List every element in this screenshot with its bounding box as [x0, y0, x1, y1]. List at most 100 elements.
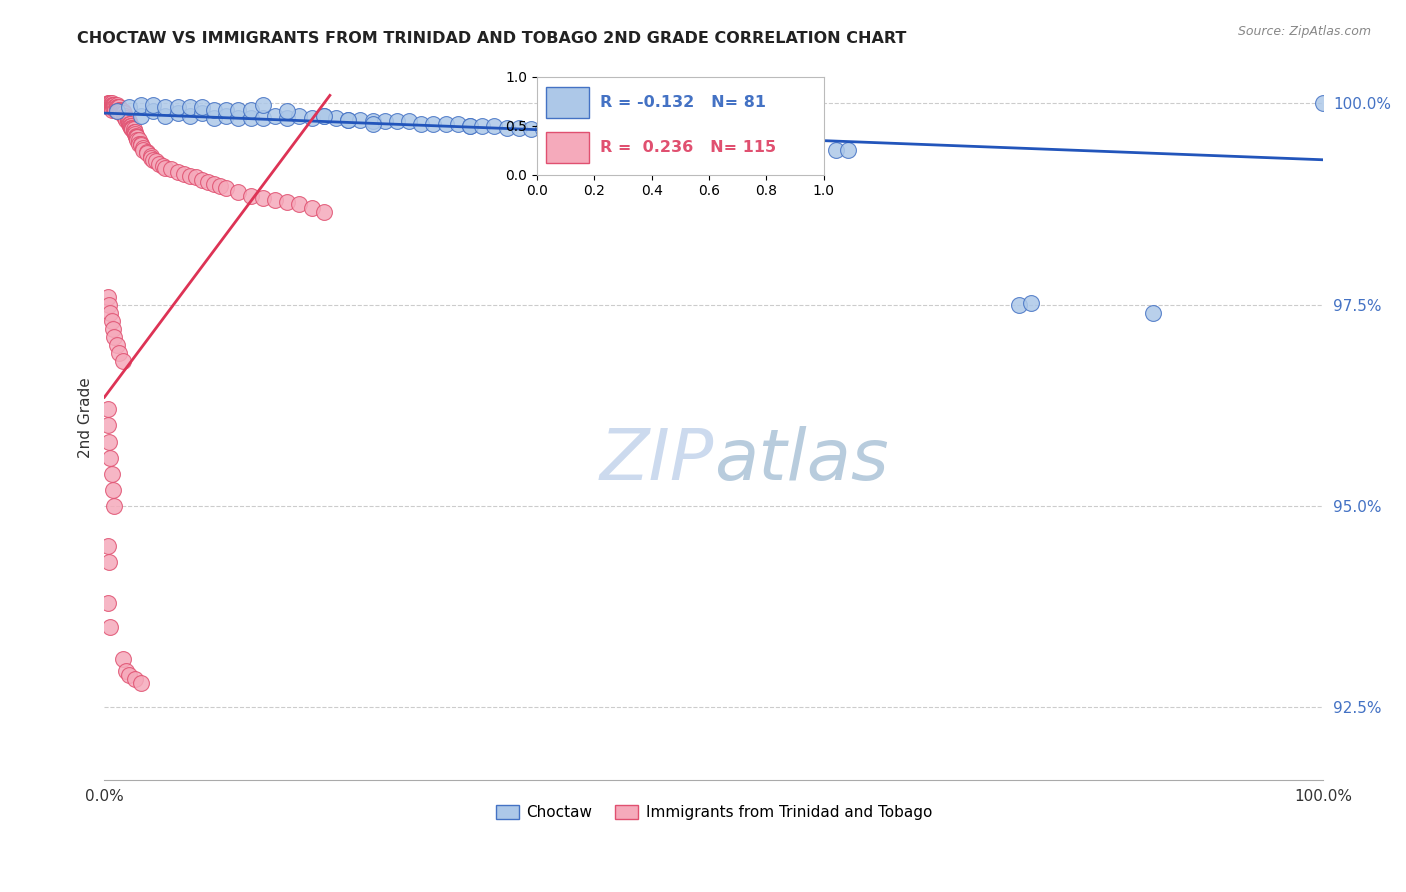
Point [252, 111, 274, 125]
Point [100, 306, 122, 320]
Point [301, 111, 323, 125]
Point [411, 117, 433, 131]
Point [108, 100, 131, 114]
Point [103, 98, 125, 112]
Point [118, 114, 141, 128]
Y-axis label: 2nd Grade: 2nd Grade [79, 377, 93, 458]
Point [312, 205, 335, 219]
Point [288, 197, 311, 211]
Point [101, 483, 124, 497]
Point [128, 136, 150, 151]
Point [252, 191, 274, 205]
Point [228, 185, 250, 199]
Point [374, 114, 396, 128]
Point [104, 103, 127, 117]
Point [1312, 96, 1334, 111]
Point [714, 138, 737, 153]
Point [118, 117, 141, 131]
Point [239, 189, 262, 203]
Point [115, 111, 138, 125]
Point [191, 173, 214, 187]
Point [98, 555, 121, 569]
Point [202, 111, 225, 125]
Point [495, 120, 517, 135]
Point [690, 136, 713, 151]
Point [100, 103, 122, 117]
Point [115, 112, 138, 127]
Point [124, 127, 146, 141]
Point [97, 418, 120, 433]
Point [118, 117, 141, 131]
Point [787, 141, 810, 155]
Point [593, 128, 616, 143]
Point [105, 338, 128, 352]
Point [127, 130, 149, 145]
Point [97, 402, 120, 417]
Point [129, 108, 152, 122]
Point [127, 133, 149, 147]
Point [101, 98, 124, 112]
Point [145, 154, 167, 169]
Point [105, 104, 128, 119]
Point [121, 120, 143, 135]
Point [111, 652, 134, 666]
Point [166, 100, 188, 114]
Point [166, 106, 188, 120]
Point [98, 100, 121, 114]
Point [105, 104, 128, 119]
Point [136, 145, 159, 159]
Point [276, 111, 298, 125]
Point [215, 103, 238, 117]
Point [122, 125, 145, 139]
Point [155, 100, 177, 114]
Point [103, 100, 125, 114]
Point [136, 146, 159, 161]
Point [312, 108, 335, 122]
Point [361, 114, 384, 128]
Point [101, 100, 124, 114]
Point [666, 135, 689, 149]
Point [114, 111, 136, 125]
Point [111, 104, 134, 119]
Point [1007, 298, 1029, 312]
Point [557, 125, 579, 139]
Point [228, 111, 250, 125]
Point [1142, 306, 1164, 320]
Point [97, 96, 120, 111]
Point [727, 141, 749, 155]
Text: Source: ZipAtlas.com: Source: ZipAtlas.com [1237, 25, 1371, 38]
Point [325, 111, 347, 125]
Point [678, 136, 700, 151]
Point [112, 106, 135, 120]
Point [215, 181, 238, 195]
Point [148, 157, 170, 171]
Point [111, 354, 134, 368]
Point [108, 346, 131, 360]
Point [239, 111, 262, 125]
Point [118, 119, 141, 133]
Point [184, 170, 207, 185]
Point [100, 98, 122, 112]
Point [191, 100, 214, 114]
Point [179, 108, 201, 122]
Point [312, 108, 335, 122]
Point [471, 119, 494, 133]
Point [124, 672, 146, 686]
Point [110, 104, 132, 119]
Point [155, 161, 177, 175]
Point [142, 153, 165, 167]
Point [1019, 296, 1042, 310]
Point [179, 169, 201, 183]
Point [105, 100, 128, 114]
Point [129, 136, 152, 151]
Point [142, 98, 165, 112]
Point [114, 108, 136, 122]
Point [117, 114, 139, 128]
Point [398, 114, 420, 128]
Point [100, 620, 122, 634]
Point [107, 100, 129, 114]
Point [110, 104, 132, 119]
Point [120, 120, 142, 135]
Point [581, 128, 603, 143]
Point [98, 434, 121, 449]
